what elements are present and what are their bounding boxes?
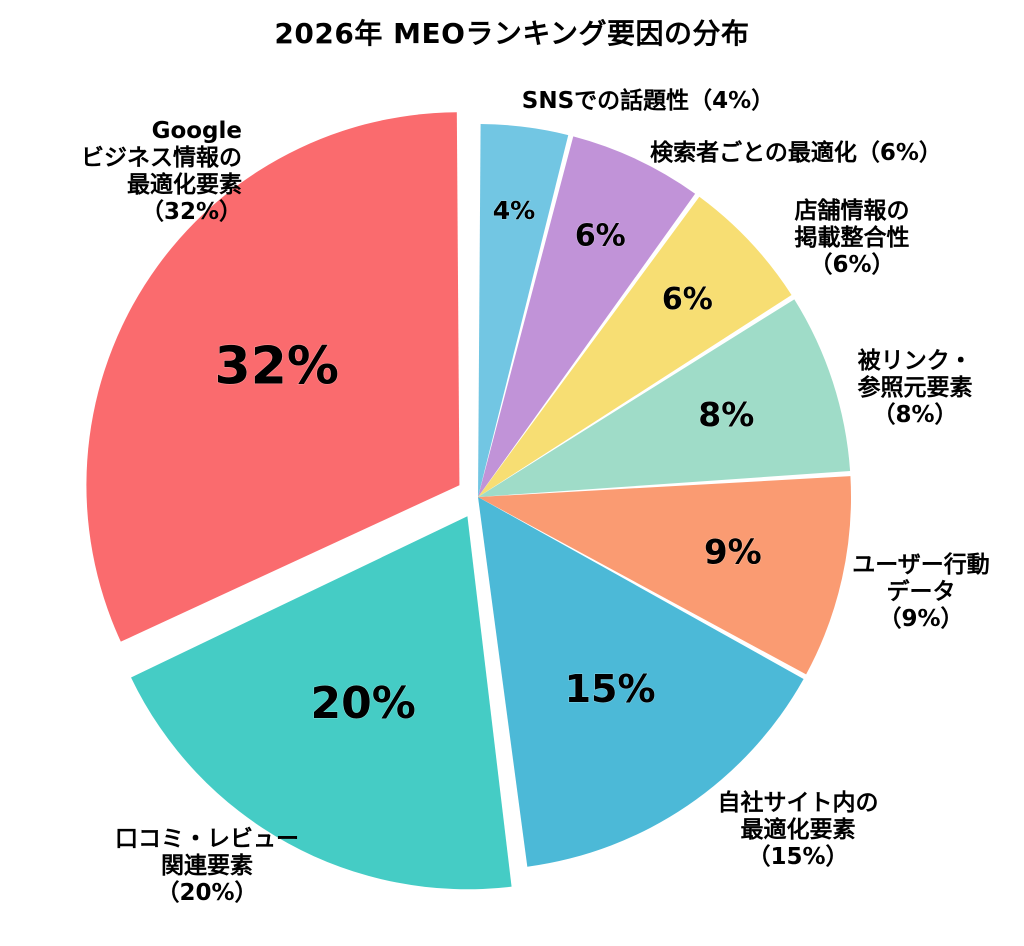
pie-slice-backlinks[interactable] <box>478 299 851 497</box>
slice-label-user-behavior-data: ユーザー行動 データ （9%） <box>852 552 990 633</box>
pie-value-store-info-consistency: 6% <box>662 282 713 317</box>
pie-value-searcher-personalization: 6% <box>575 219 626 254</box>
pie-slice-store-info-consistency[interactable] <box>478 196 792 497</box>
pie-value-own-site-optimization: 15% <box>565 667 656 711</box>
slice-label-google-business-info: Google ビジネス情報の 最適化要素 （32%） <box>81 118 242 226</box>
slice-label-sns-buzz: SNSでの話題性（4%） <box>521 88 775 114</box>
pie-slice-own-site-optimization[interactable] <box>478 497 804 867</box>
slice-label-own-site-optimization: 自社サイト内の 最適化要素 （15%） <box>717 790 879 871</box>
slice-label-backlinks: 被リンク・ 参照元要素 （8%） <box>857 348 973 429</box>
pie-value-sns-buzz: 4% <box>493 196 535 225</box>
pie-value-google-business-info: 32% <box>215 336 339 396</box>
page-title: 2026年 MEOランキング要因の分布 <box>274 17 750 50</box>
pie-value-label-group: 32% 20% 15% 9% 8% 6% 6% 4% <box>214 195 762 729</box>
pie-slice-group <box>86 112 852 890</box>
slice-label-searcher-personalization: 検索者ごとの最適化（6%） <box>650 140 942 166</box>
pie-slice-sns-buzz[interactable] <box>478 124 569 497</box>
slice-label-reviews: 口コミ・レビュー 関連要素 （20%） <box>115 826 299 907</box>
pie-value-reviews: 20% <box>311 678 416 729</box>
pie-value-backlinks: 8% <box>698 395 754 434</box>
pie-slice-user-behavior-data[interactable] <box>478 476 852 675</box>
slice-label-store-info-consistency: 店舗情報の 掲載整合性 （6%） <box>794 198 910 279</box>
pie-slice-searcher-personalization[interactable] <box>478 136 696 497</box>
pie-slice-reviews[interactable] <box>131 516 512 890</box>
pie-value-user-behavior-data: 9% <box>704 532 762 572</box>
pie-slice-google-business-info[interactable] <box>86 112 460 642</box>
